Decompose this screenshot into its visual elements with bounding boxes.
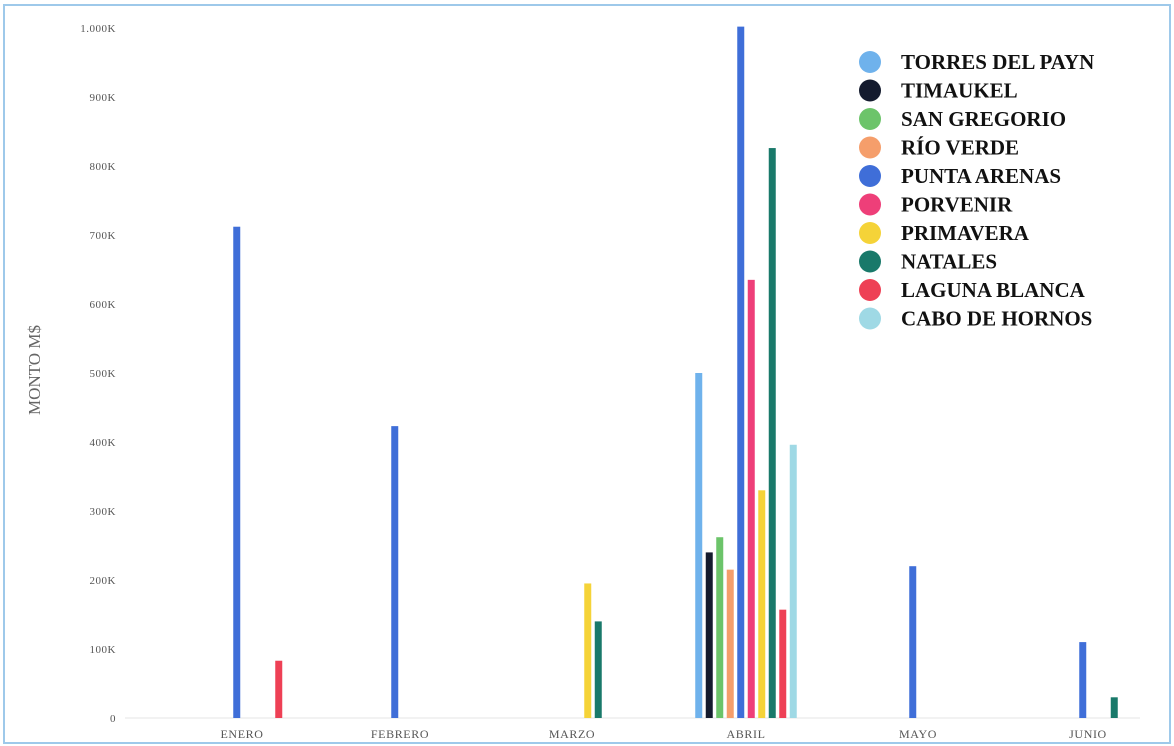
y-tick-label: 100K [90, 644, 116, 656]
bar[interactable] [705, 552, 713, 718]
legend-label: PORVENIR [901, 193, 1013, 217]
legend-label: NATALES [901, 250, 997, 274]
legend-label: PUNTA ARENAS [901, 164, 1061, 188]
legend-label: TIMAUKEL [901, 79, 1018, 103]
legend-swatch [859, 165, 881, 187]
y-tick-label: 900K [90, 92, 116, 104]
legend-swatch [859, 51, 881, 73]
x-category-label: ENERO [221, 727, 264, 741]
legend-label: CABO DE HORNOS [901, 307, 1092, 331]
x-category-label: MAYO [899, 727, 937, 741]
bar[interactable] [789, 444, 797, 718]
bar[interactable] [695, 373, 703, 718]
legend-label: SAN GREGORIO [901, 107, 1066, 131]
legend-label: PRIMAVERA [901, 221, 1030, 245]
y-axis-ticks: 0 100K 200K 300K 400K 500K 600K 700K 800K 900K 1.0… [80, 23, 116, 725]
x-category-label: MARZO [549, 727, 595, 741]
legend-swatch [859, 79, 881, 102]
y-tick-label: 1.000K [80, 23, 116, 35]
y-axis-title: MONTO M$ [25, 325, 44, 415]
legend: TORRES DEL PAYN TIMAUKEL SAN GREGORIO RÍO V… [859, 50, 1094, 331]
bar[interactable] [768, 148, 776, 718]
y-tick-label: 200K [90, 575, 116, 587]
bar[interactable] [737, 26, 745, 719]
bar[interactable] [909, 566, 917, 718]
bar[interactable] [594, 621, 602, 718]
y-tick-label: 700K [90, 230, 116, 242]
legend-swatch [859, 250, 881, 273]
x-category-label: JUNIO [1069, 727, 1107, 741]
legend-label: LAGUNA BLANCA [901, 278, 1086, 302]
y-tick-label: 0 [110, 713, 116, 725]
bar[interactable] [779, 609, 787, 718]
bar[interactable] [747, 279, 755, 718]
y-tick-label: 500K [90, 368, 116, 380]
bar[interactable] [726, 569, 734, 718]
y-tick-label: 600K [90, 299, 116, 311]
x-axis-categories: ENERO FEBRERO MARZO ABRIL MAYO JUNIO [221, 727, 1107, 741]
legend-swatch [859, 222, 881, 244]
bar[interactable] [233, 226, 241, 718]
bar[interactable] [391, 426, 399, 718]
legend-swatch [859, 279, 881, 301]
legend-swatch [859, 108, 881, 130]
bar[interactable] [584, 583, 592, 718]
legend-swatch [859, 136, 881, 159]
bar[interactable] [275, 660, 283, 718]
legend-swatch [859, 193, 881, 216]
bar[interactable] [1079, 642, 1087, 718]
y-tick-label: 300K [90, 506, 116, 518]
x-category-label: FEBRERO [371, 727, 429, 741]
y-tick-label: 400K [90, 437, 116, 449]
bars [233, 26, 1118, 719]
legend-label: TORRES DEL PAYN [901, 50, 1094, 74]
bar[interactable] [1110, 697, 1118, 718]
bar[interactable] [716, 537, 724, 718]
y-tick-label: 800K [90, 161, 116, 173]
legend-swatch [859, 307, 881, 330]
x-category-label: ABRIL [727, 727, 766, 741]
legend-label: RÍO VERDE [901, 136, 1019, 160]
bar[interactable] [758, 490, 766, 718]
